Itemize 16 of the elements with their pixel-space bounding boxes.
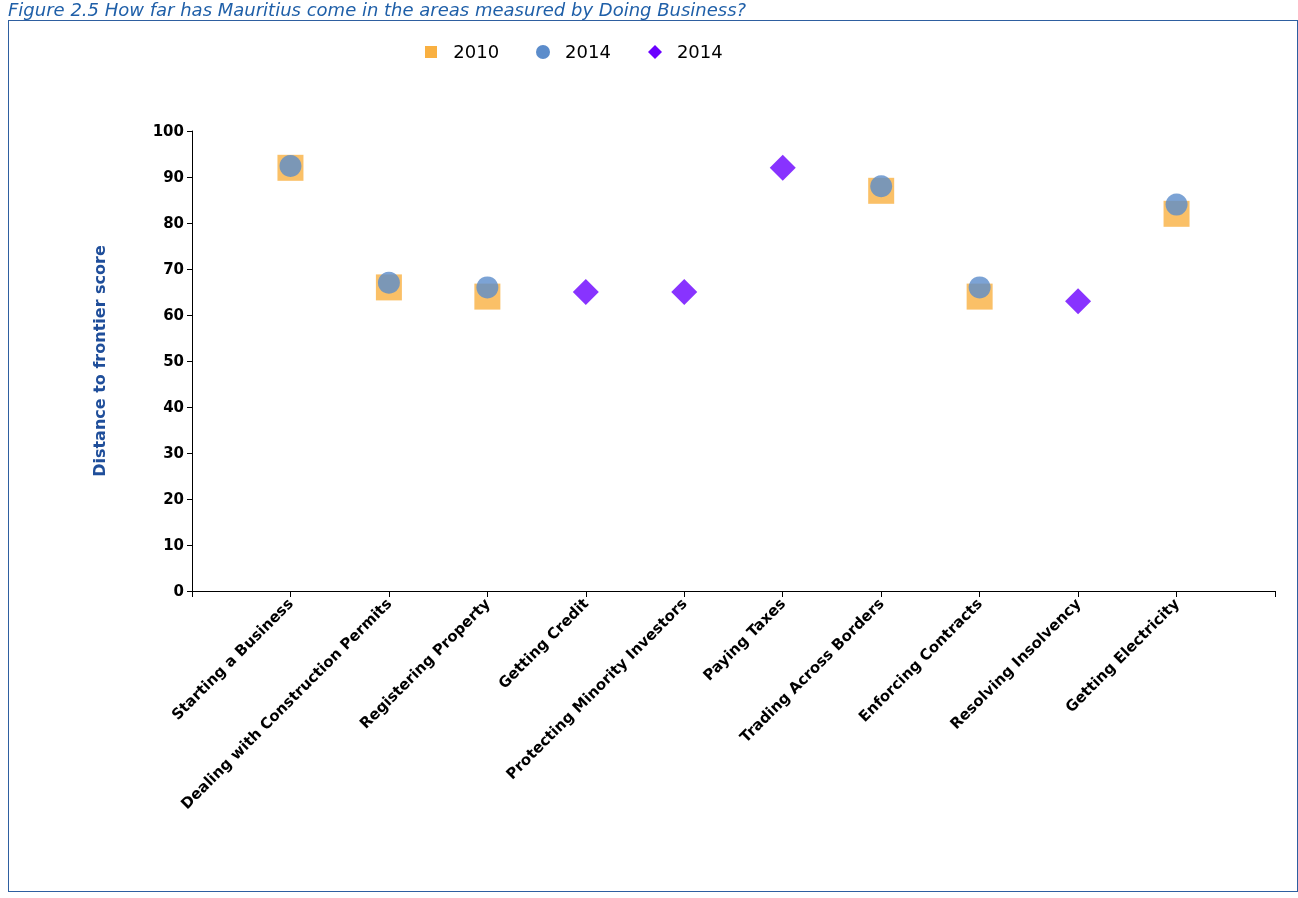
legend-label: 2010 xyxy=(453,41,500,62)
y-tick-label: 70 xyxy=(163,260,184,278)
chart-title: Figure 2.5 How far has Mauritius come in the areas measured by Doing Business? xyxy=(8,0,748,20)
y-tick-label: 40 xyxy=(163,398,184,416)
y-axis-title: Distance to frontier score xyxy=(89,245,109,477)
y-tick-label: 0 xyxy=(173,582,184,600)
y-tick-label: 60 xyxy=(163,306,184,324)
y-tick-label: 20 xyxy=(163,490,184,508)
y-tick-label: 100 xyxy=(152,122,184,140)
y-tick-label: 80 xyxy=(163,214,184,232)
legend-label: 2014 xyxy=(676,41,723,62)
y-tick-label: 90 xyxy=(163,168,184,186)
legend-label: 2014 xyxy=(565,41,611,62)
y-tick-label: 50 xyxy=(163,352,184,370)
y-tick-label: 10 xyxy=(163,536,184,554)
y-tick-label: 30 xyxy=(163,444,184,462)
